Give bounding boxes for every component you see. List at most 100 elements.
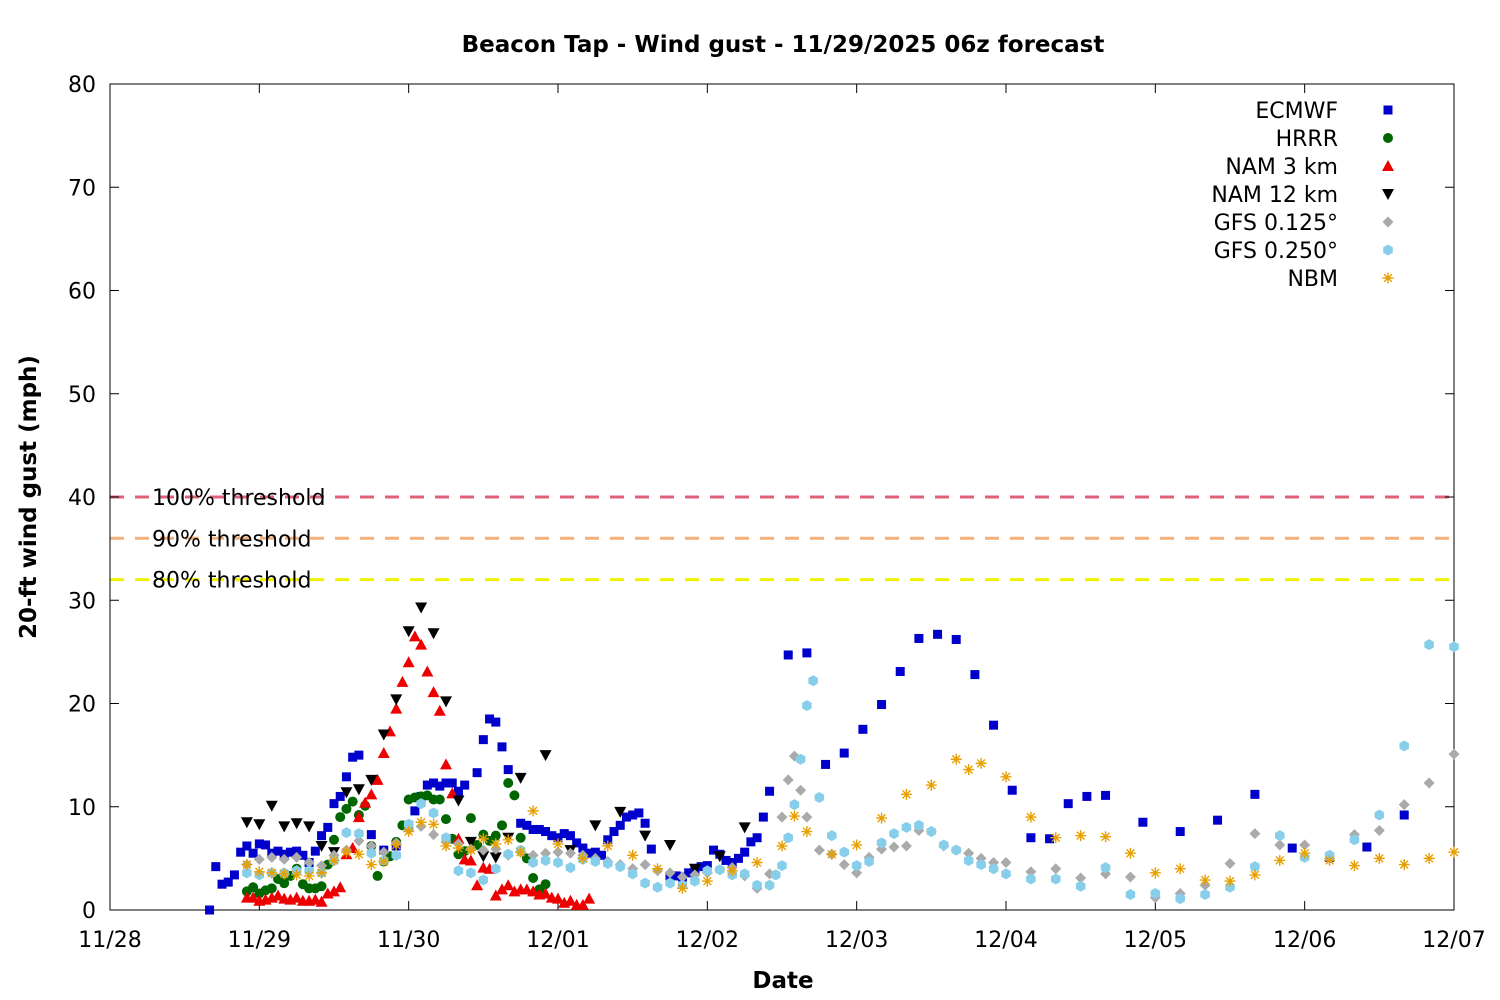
data-point [503, 778, 514, 789]
y-tick-label: 60 [68, 280, 96, 305]
data-point [292, 846, 302, 856]
data-point [1124, 847, 1136, 859]
threshold-label-1: 90% threshold [152, 527, 312, 552]
data-point [278, 868, 290, 880]
data-point [503, 848, 513, 860]
data-point [826, 848, 838, 860]
x-tick-label: 12/06 [1273, 928, 1336, 953]
data-point [489, 889, 502, 901]
data-point [752, 833, 762, 843]
data-point [408, 630, 421, 642]
data-point [335, 812, 346, 823]
y-tick-label: 40 [68, 486, 96, 511]
data-point [1299, 847, 1311, 859]
data-point [789, 799, 800, 811]
x-tick-label: 12/07 [1422, 928, 1485, 953]
x-tick-label: 12/03 [825, 928, 888, 953]
legend-marker-3 [1382, 189, 1394, 200]
data-point [265, 800, 278, 812]
data-point [814, 791, 825, 803]
data-point [489, 852, 502, 864]
data-point [808, 675, 818, 687]
data-point [416, 798, 426, 810]
data-point [1025, 866, 1037, 878]
data-point [477, 833, 489, 845]
data-point [739, 868, 750, 880]
legend-marker-5 [1383, 244, 1393, 256]
data-point [540, 879, 551, 890]
data-point [602, 840, 614, 852]
x-tick-label: 11/30 [377, 928, 440, 953]
legend-label-0: ECMWF [1255, 99, 1338, 124]
data-point [278, 821, 291, 833]
legend-label-4: GFS 0.125° [1214, 211, 1338, 236]
data-point [552, 892, 564, 904]
data-point [390, 702, 403, 714]
x-axis-ticks: 11/28 11/29 11/30 12/01 12/02 12/03 12/04 12/05… [78, 84, 1486, 953]
data-point [266, 867, 278, 879]
data-point [621, 812, 631, 822]
series-6 [241, 753, 1460, 894]
data-point [1138, 817, 1148, 827]
data-point [1299, 839, 1311, 851]
data-point [248, 882, 259, 893]
data-point [217, 879, 227, 889]
data-point [261, 840, 271, 850]
data-point [340, 846, 352, 858]
data-point [390, 694, 403, 706]
data-point [726, 865, 738, 877]
data-point [639, 830, 652, 842]
data-point [298, 850, 308, 860]
data-point [851, 860, 862, 872]
data-point [564, 847, 576, 859]
data-point [552, 846, 564, 858]
data-point [273, 846, 283, 856]
data-point [1398, 859, 1410, 871]
data-point [465, 813, 476, 824]
data-point [365, 859, 377, 871]
data-point [547, 831, 557, 841]
data-point [914, 819, 924, 831]
data-point [279, 878, 290, 889]
data-point [509, 790, 520, 801]
data-point [603, 835, 613, 845]
data-point [1051, 873, 1061, 885]
data-point [341, 772, 351, 782]
data-point [491, 863, 501, 875]
data-point [211, 862, 221, 872]
data-point [366, 847, 377, 859]
data-point [1000, 771, 1012, 783]
data-point [1362, 842, 1372, 852]
data-point [539, 887, 552, 899]
data-point [359, 796, 372, 808]
data-point [341, 803, 352, 814]
data-point [240, 817, 253, 829]
data-point [285, 847, 295, 857]
data-point [1448, 748, 1460, 760]
data-point [241, 859, 253, 871]
data-point [827, 830, 837, 842]
data-point [652, 881, 663, 893]
y-axis-ticks: 0 10 20 30 40 50 60 70 80 [68, 73, 1454, 924]
data-point [477, 851, 490, 863]
data-point [628, 810, 638, 820]
data-point [795, 753, 806, 765]
data-point [403, 818, 414, 830]
threshold-label-0: 100% threshold [152, 486, 326, 511]
data-point [627, 849, 639, 861]
data-point [926, 826, 937, 838]
data-point [709, 845, 719, 855]
data-point [565, 831, 575, 841]
data-point [242, 867, 252, 879]
data-point [553, 833, 563, 843]
data-point [1274, 839, 1286, 851]
data-point [1250, 861, 1260, 873]
data-point [402, 626, 415, 638]
data-point [441, 778, 451, 788]
legend-marker-0 [1383, 105, 1393, 115]
data-point [427, 686, 440, 698]
data-point [471, 879, 484, 891]
data-point [441, 832, 451, 844]
data-point [540, 854, 551, 866]
data-point [1224, 875, 1236, 887]
